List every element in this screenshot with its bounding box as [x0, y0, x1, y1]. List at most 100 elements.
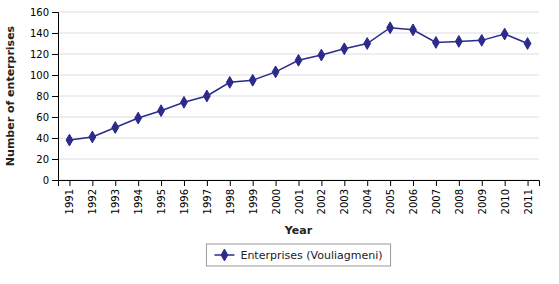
marker	[66, 134, 73, 146]
x-tick-mark	[321, 180, 322, 186]
marker	[410, 24, 417, 36]
chart: 1991199219931994199519961997199819992000…	[0, 0, 559, 284]
y-axis-line	[52, 13, 59, 181]
legend-marker	[221, 249, 228, 261]
x-tick-mark	[390, 180, 391, 186]
x-tick-mark	[138, 180, 139, 186]
y-tick: 20	[36, 154, 58, 165]
x-tick-mark	[276, 180, 277, 186]
x-tick-label: 2003	[339, 189, 350, 214]
y-tick-mark	[52, 33, 58, 34]
y-tick: 120	[30, 49, 58, 60]
x-tick: 2001	[294, 180, 305, 214]
x-tick: 2010	[500, 180, 511, 214]
marker	[135, 112, 142, 124]
grid-line	[58, 159, 539, 160]
marker	[478, 34, 485, 46]
y-tick: 60	[36, 112, 58, 123]
x-tick-mark	[413, 180, 414, 186]
marker	[364, 38, 371, 50]
y-tick-label: 80	[36, 91, 49, 102]
x-tick: 2002	[316, 180, 327, 214]
x-tick-label: 1998	[225, 189, 236, 214]
x-axis: 1991199219931994199519961997199819992000…	[59, 180, 540, 214]
marker	[501, 28, 508, 40]
plot-area: 1991199219931994199519961997199819992000…	[30, 7, 540, 215]
grid	[58, 12, 539, 180]
line	[69, 28, 527, 140]
y-tick-label: 100	[30, 70, 49, 81]
legend-label: Enterprises (Vouliagmeni)	[240, 249, 382, 262]
x-tick: 2007	[431, 180, 442, 214]
x-tick-mark	[207, 180, 208, 186]
marker	[89, 131, 96, 143]
y-tick: 0	[43, 175, 58, 186]
x-axis-line	[59, 181, 540, 187]
x-tick-mark	[505, 180, 506, 186]
x-tick-label: 2009	[477, 189, 488, 214]
marker	[387, 22, 394, 34]
x-tick: 1992	[87, 180, 98, 214]
y-axis-title: Number of enterprises	[4, 25, 17, 166]
x-tick: 1993	[110, 180, 121, 214]
x-tick: 2003	[339, 180, 350, 214]
x-tick-mark	[161, 180, 162, 186]
y-tick: 40	[36, 133, 58, 144]
y-tick-label: 60	[36, 112, 49, 123]
y-tick: 140	[30, 28, 58, 39]
x-tick: 1991	[64, 180, 75, 214]
x-tick: 1998	[225, 180, 236, 214]
x-tick-label: 1993	[110, 189, 121, 214]
y-tick: 160	[30, 7, 58, 18]
x-tick-label: 2011	[523, 189, 534, 214]
marker	[433, 37, 440, 49]
x-tick: 1994	[133, 180, 144, 214]
x-tick-mark	[367, 180, 368, 186]
marker	[181, 96, 188, 108]
marker	[203, 90, 210, 102]
x-tick-mark	[184, 180, 185, 186]
legend-box	[206, 244, 390, 266]
y-tick-mark	[52, 159, 58, 160]
marker	[295, 54, 302, 66]
marker	[318, 49, 325, 61]
x-tick: 2005	[385, 180, 396, 214]
marker	[524, 38, 531, 50]
marker	[158, 105, 165, 117]
x-tick-label: 2002	[316, 189, 327, 214]
y-axis: 0 20 40 60 80 100 120 140 160	[30, 7, 59, 186]
x-tick: 1995	[156, 180, 167, 214]
x-tick-mark	[344, 180, 345, 186]
x-tick-label: 1996	[179, 189, 190, 214]
x-tick-mark	[253, 180, 254, 186]
y-tick-mark	[52, 12, 58, 13]
x-tick-label: 1999	[248, 189, 259, 214]
y-tick-label: 140	[30, 28, 49, 39]
y-tick-label: 20	[36, 154, 49, 165]
x-tick-mark	[528, 180, 529, 186]
marker	[272, 66, 279, 78]
y-tick-mark	[52, 180, 58, 181]
x-tick: 1999	[248, 180, 259, 214]
x-tick: 2004	[362, 180, 373, 214]
x-tick-label: 2000	[271, 189, 282, 214]
marker	[249, 74, 256, 86]
x-tick-label: 1991	[64, 189, 75, 214]
x-tick-mark	[459, 180, 460, 186]
y-tick-mark	[52, 54, 58, 55]
y-tick-label: 0	[43, 175, 49, 186]
x-tick-label: 2001	[294, 189, 305, 214]
marker	[112, 122, 119, 134]
x-tick-label: 1995	[156, 189, 167, 214]
x-tick-mark	[115, 180, 116, 186]
x-tick-mark	[299, 180, 300, 186]
marker	[341, 43, 348, 55]
y-tick-mark	[52, 75, 58, 76]
data	[66, 22, 531, 146]
x-tick: 2011	[523, 180, 534, 214]
grid-line	[58, 33, 539, 34]
y-tick-mark	[52, 138, 58, 139]
x-tick-mark	[230, 180, 231, 186]
x-tick-mark	[482, 180, 483, 186]
x-tick: 2006	[408, 180, 419, 214]
